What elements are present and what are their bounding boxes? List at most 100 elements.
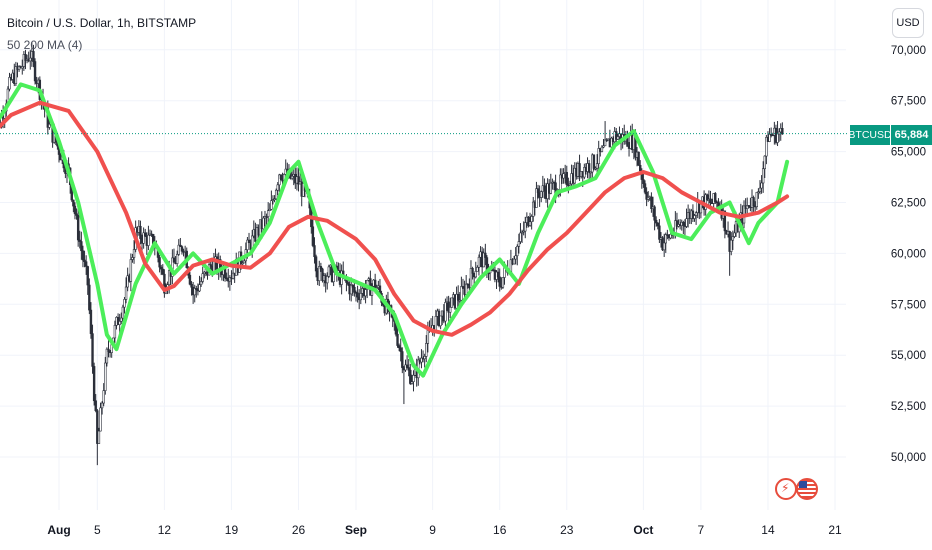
candle-body: [195, 288, 198, 290]
candle-body: [519, 232, 522, 242]
candle-body: [706, 194, 709, 201]
candle-body: [517, 241, 521, 247]
candle-body: [175, 254, 179, 264]
candle-body: [781, 127, 784, 135]
candle-body: [177, 244, 180, 255]
candle-body: [540, 191, 543, 198]
currency-button[interactable]: USD: [892, 8, 924, 38]
x-tick-label: Oct: [633, 523, 653, 537]
candle-body: [228, 277, 232, 282]
candle-body: [314, 256, 318, 272]
candle-body: [645, 191, 648, 200]
candle-body: [91, 333, 94, 367]
candle-body: [647, 197, 650, 200]
candle-body: [610, 137, 613, 148]
candle-body: [123, 299, 126, 308]
candle-body: [332, 272, 335, 282]
last-price-symbol-tag: BTCUSD: [848, 125, 892, 145]
candle-body: [99, 407, 102, 432]
candle-body: [768, 134, 771, 142]
candle-body: [730, 239, 733, 252]
candle-body: [658, 225, 661, 240]
candle-body: [496, 271, 500, 278]
y-tick-label: 52,500: [891, 401, 926, 413]
candle-body: [549, 182, 553, 194]
x-tick-label: 26: [292, 523, 306, 537]
candle-body: [682, 222, 685, 226]
candle-body: [297, 176, 300, 185]
candle-body: [102, 390, 105, 404]
candle-body: [353, 286, 356, 293]
candle-body: [597, 148, 600, 164]
candle-body: [247, 239, 251, 244]
candle-body: [562, 173, 565, 179]
candle-body: [105, 348, 109, 364]
chart-title-legend: Bitcoin / U.S. Dollar, 1h, BITSTAMP: [7, 16, 197, 30]
candle-body: [616, 136, 620, 140]
candle-body: [396, 333, 399, 346]
candle-body: [664, 234, 667, 244]
candle-body: [669, 234, 672, 239]
candle-body: [131, 257, 134, 260]
candle-body: [587, 163, 591, 173]
candle-body: [761, 168, 765, 184]
candle-body: [595, 163, 599, 169]
candle-body: [144, 232, 147, 237]
candle-body: [24, 54, 27, 61]
x-tick-label: Sep: [345, 523, 367, 537]
candle-body: [81, 250, 85, 261]
moving-average-series: [0, 82, 790, 378]
candle-body: [241, 262, 244, 265]
candle-body: [158, 257, 161, 268]
candle-body: [520, 231, 524, 234]
candle-body: [116, 317, 120, 325]
candle-body: [327, 266, 331, 277]
candle-body: [83, 259, 86, 263]
candle-body: [501, 277, 505, 288]
candle-body: [266, 210, 270, 217]
candle-body: [313, 245, 316, 258]
candle-body: [132, 249, 136, 258]
candle-body: [326, 276, 329, 284]
candle-body: [159, 266, 163, 270]
x-tick-label: 16: [493, 523, 507, 537]
time-axis[interactable]: Aug 5 12 19 26 Sep 9 16 23 Oct 7 14 21: [47, 523, 842, 537]
x-tick-label: 9: [429, 523, 436, 537]
candle-body: [48, 123, 51, 128]
candle-body: [172, 257, 176, 263]
price-axis[interactable]: 50,000 52,500 55,000 57,500 60,000 62,500 65,0…: [891, 45, 926, 464]
candle-body: [14, 66, 18, 84]
candle-body: [642, 179, 645, 184]
candle-body: [179, 244, 182, 247]
candle-body: [536, 188, 540, 193]
candle-body: [21, 66, 24, 69]
candle-body: [704, 194, 707, 210]
ma-line-200: [0, 100, 790, 337]
x-tick-label: Aug: [47, 523, 70, 537]
candle-body: [359, 293, 362, 301]
candle-body: [33, 61, 37, 82]
y-tick-label: 65,000: [891, 147, 926, 159]
candle-body: [100, 402, 104, 409]
candle-body: [262, 217, 265, 230]
candle-body: [351, 284, 355, 288]
candle-body: [763, 155, 766, 170]
candle-body: [758, 187, 762, 193]
candle-body: [474, 271, 477, 278]
candle-body: [439, 315, 442, 327]
candle-body: [231, 272, 235, 279]
x-tick-label: 7: [698, 523, 705, 537]
candle-body: [691, 210, 695, 219]
candle-body: [477, 256, 481, 268]
us-flag-badge-icon[interactable]: [796, 478, 818, 500]
candle-body: [72, 199, 75, 207]
x-tick-label: 14: [761, 523, 775, 537]
candle-body: [592, 154, 596, 169]
candle-body: [278, 174, 281, 186]
candle-body: [273, 198, 276, 201]
y-tick-label: 57,500: [891, 299, 926, 311]
candle-body: [121, 306, 125, 319]
indicator-legend[interactable]: 50 200 MA (4): [7, 38, 83, 52]
lightning-badge-icon[interactable]: [775, 478, 797, 500]
